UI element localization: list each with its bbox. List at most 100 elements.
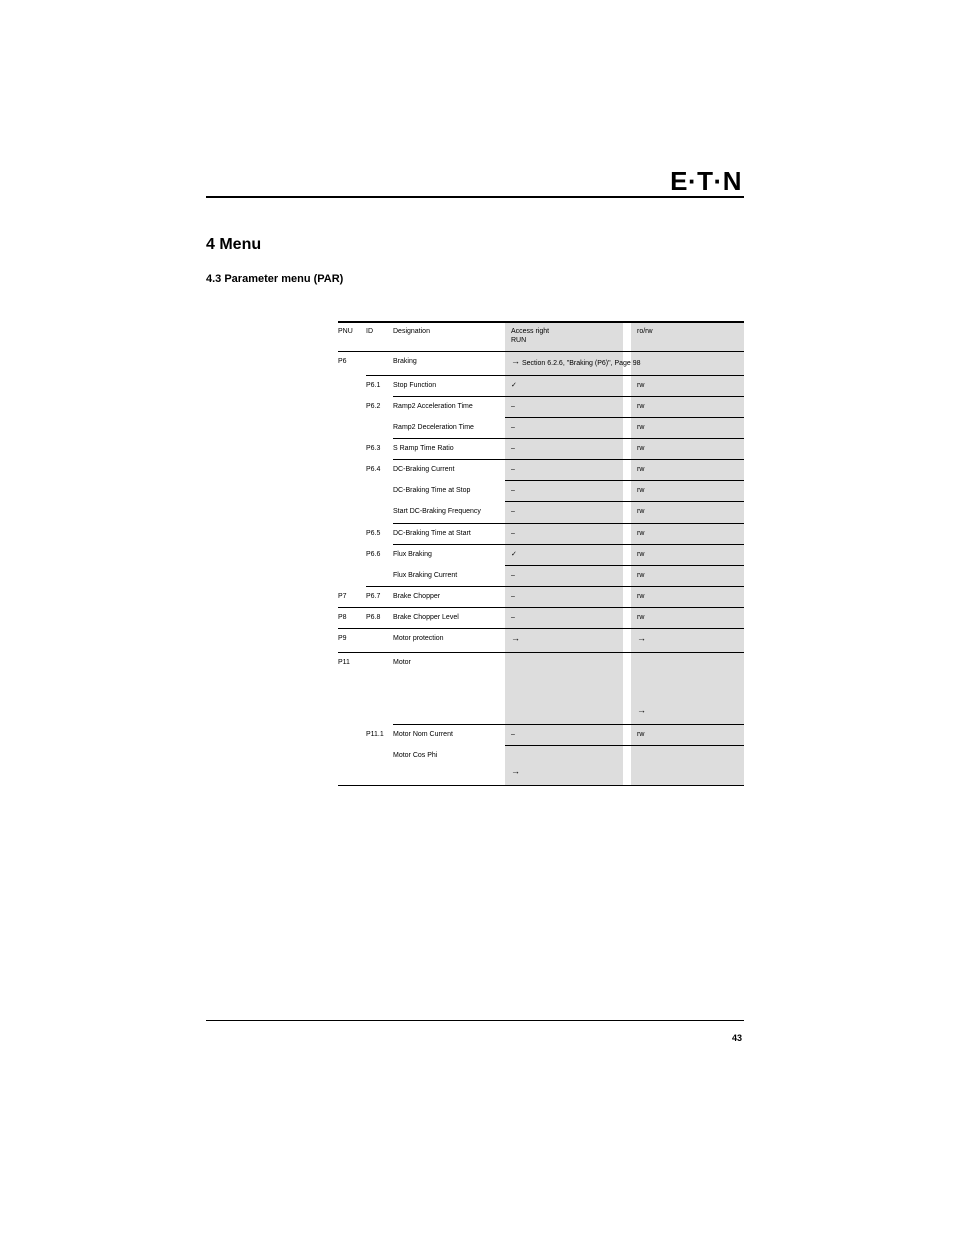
cell: DC-Braking Time at Start: [393, 523, 505, 544]
cell: P6: [338, 351, 366, 375]
cell: P6.7: [366, 586, 393, 607]
cell: Flux Braking: [393, 544, 505, 565]
cell: rw: [631, 417, 744, 438]
cell: Ramp2 Acceleration Time: [393, 396, 505, 417]
cell: [338, 480, 366, 501]
cell: –: [505, 586, 623, 607]
cell: –: [505, 565, 623, 586]
arrow-right-icon: →: [511, 633, 520, 643]
cell: rw: [631, 523, 744, 544]
page-number: 43: [732, 1033, 742, 1043]
row-p6-6a: P6.6 Flux Braking ✓ rw: [338, 544, 744, 565]
cell: P11: [338, 652, 366, 724]
row-p11: P11 Motor →: [338, 652, 744, 724]
cell: [338, 375, 366, 396]
cell: P6.1: [366, 375, 393, 396]
cell-span: → → Section 6.2.6, "Braking (P6)", Page …: [505, 351, 744, 375]
cell: Motor Cos Phi: [393, 745, 505, 785]
cell: [338, 724, 366, 745]
table-rows: PNU ID Designation Access right RUN ro/r…: [338, 321, 744, 785]
row-p7: P7 P6.7 Brake Chopper – rw: [338, 586, 744, 607]
cell: Motor protection: [393, 628, 505, 652]
cell: rw: [631, 565, 744, 586]
row-p6-4b: DC-Braking Time at Stop – rw: [338, 480, 744, 501]
page: { "logo_text": "E·T·N", "heading": "4 Me…: [0, 0, 954, 1235]
arrow-right-icon: →: [637, 705, 738, 717]
cell: rw: [631, 544, 744, 565]
cell: Motor Nom Current: [393, 724, 505, 745]
cell: Brake Chopper Level: [393, 607, 505, 628]
cell: →: [505, 745, 623, 785]
row-p6-3: P6.3 S Ramp Time Ratio – rw: [338, 438, 744, 459]
cell: [631, 745, 744, 785]
cell: [366, 628, 393, 652]
section-subheading: 4.3 Parameter menu (PAR): [206, 273, 343, 285]
brand-logo: E·T·N: [670, 166, 742, 197]
cell: →: [631, 628, 744, 652]
cell: [366, 652, 393, 724]
cell: [338, 565, 366, 586]
bottom-hr: [206, 1020, 744, 1021]
cell: →: [505, 628, 623, 652]
cell: P9: [338, 628, 366, 652]
hdr-access: Access right RUN: [505, 321, 623, 351]
parameter-table: PNU ID Designation Access right RUN ro/r…: [338, 321, 744, 785]
row-p6-4c: Start DC-Braking Frequency – rw: [338, 501, 744, 522]
cell: Braking: [393, 351, 505, 375]
row-p11-cosphi: Motor Cos Phi →: [338, 745, 744, 785]
hdr-access-l1: Access right: [511, 327, 617, 336]
cell: rw: [631, 607, 744, 628]
cell: [338, 396, 366, 417]
top-hr: [206, 196, 744, 198]
cell: Motor: [393, 652, 505, 724]
cell: P8: [338, 607, 366, 628]
cell: ✓: [505, 375, 623, 396]
cell: rw: [631, 480, 744, 501]
cell: –: [505, 480, 623, 501]
cell: Stop Function: [393, 375, 505, 396]
hdr-rorw-l2: ro/rw: [637, 327, 738, 336]
row-p6-4a: P6.4 DC-Braking Current – rw: [338, 459, 744, 480]
cell: Ramp2 Deceleration Time: [393, 417, 505, 438]
cell: P7: [338, 586, 366, 607]
cell: P6.6: [366, 544, 393, 565]
cell: [366, 501, 393, 522]
hdr-pnu: PNU: [338, 321, 366, 351]
arrow-right-icon: →: [511, 766, 617, 778]
cell: –: [505, 523, 623, 544]
cell: ✓: [505, 544, 623, 565]
row-p6-2b: Ramp2 Deceleration Time – rw: [338, 417, 744, 438]
arrow-right-icon: →: [637, 633, 646, 643]
cell: [338, 438, 366, 459]
cell: –: [505, 724, 623, 745]
row-p11-1: P11.1 Motor Nom Current – rw: [338, 724, 744, 745]
cell: –: [505, 501, 623, 522]
cell: P6.2: [366, 396, 393, 417]
cell: [366, 351, 393, 375]
cell: rw: [631, 586, 744, 607]
cell: DC-Braking Current: [393, 459, 505, 480]
row-p6-1: P6.1 Stop Function ✓ rw: [338, 375, 744, 396]
logo-text: E·T·N: [670, 166, 742, 196]
cell: P6.8: [366, 607, 393, 628]
cell: Brake Chopper: [393, 586, 505, 607]
cell: rw: [631, 396, 744, 417]
cell: [366, 480, 393, 501]
cell: [338, 501, 366, 522]
cell: –: [505, 396, 623, 417]
row-p6-2a: P6.2 Ramp2 Acceleration Time – rw: [338, 396, 744, 417]
cell: [366, 417, 393, 438]
cell: [338, 417, 366, 438]
cell: –: [505, 459, 623, 480]
cell: rw: [631, 501, 744, 522]
cell: rw: [631, 724, 744, 745]
cell: →: [631, 652, 744, 724]
cell: [505, 652, 623, 724]
cell: [366, 745, 393, 785]
row-p6-5: P6.5 DC-Braking Time at Start – rw: [338, 523, 744, 544]
cell: [338, 523, 366, 544]
cell: P6.5: [366, 523, 393, 544]
section-heading: 4 Menu: [206, 236, 261, 254]
hdr-rorw: ro/rw: [631, 321, 744, 351]
cell: Start DC-Braking Frequency: [393, 501, 505, 522]
